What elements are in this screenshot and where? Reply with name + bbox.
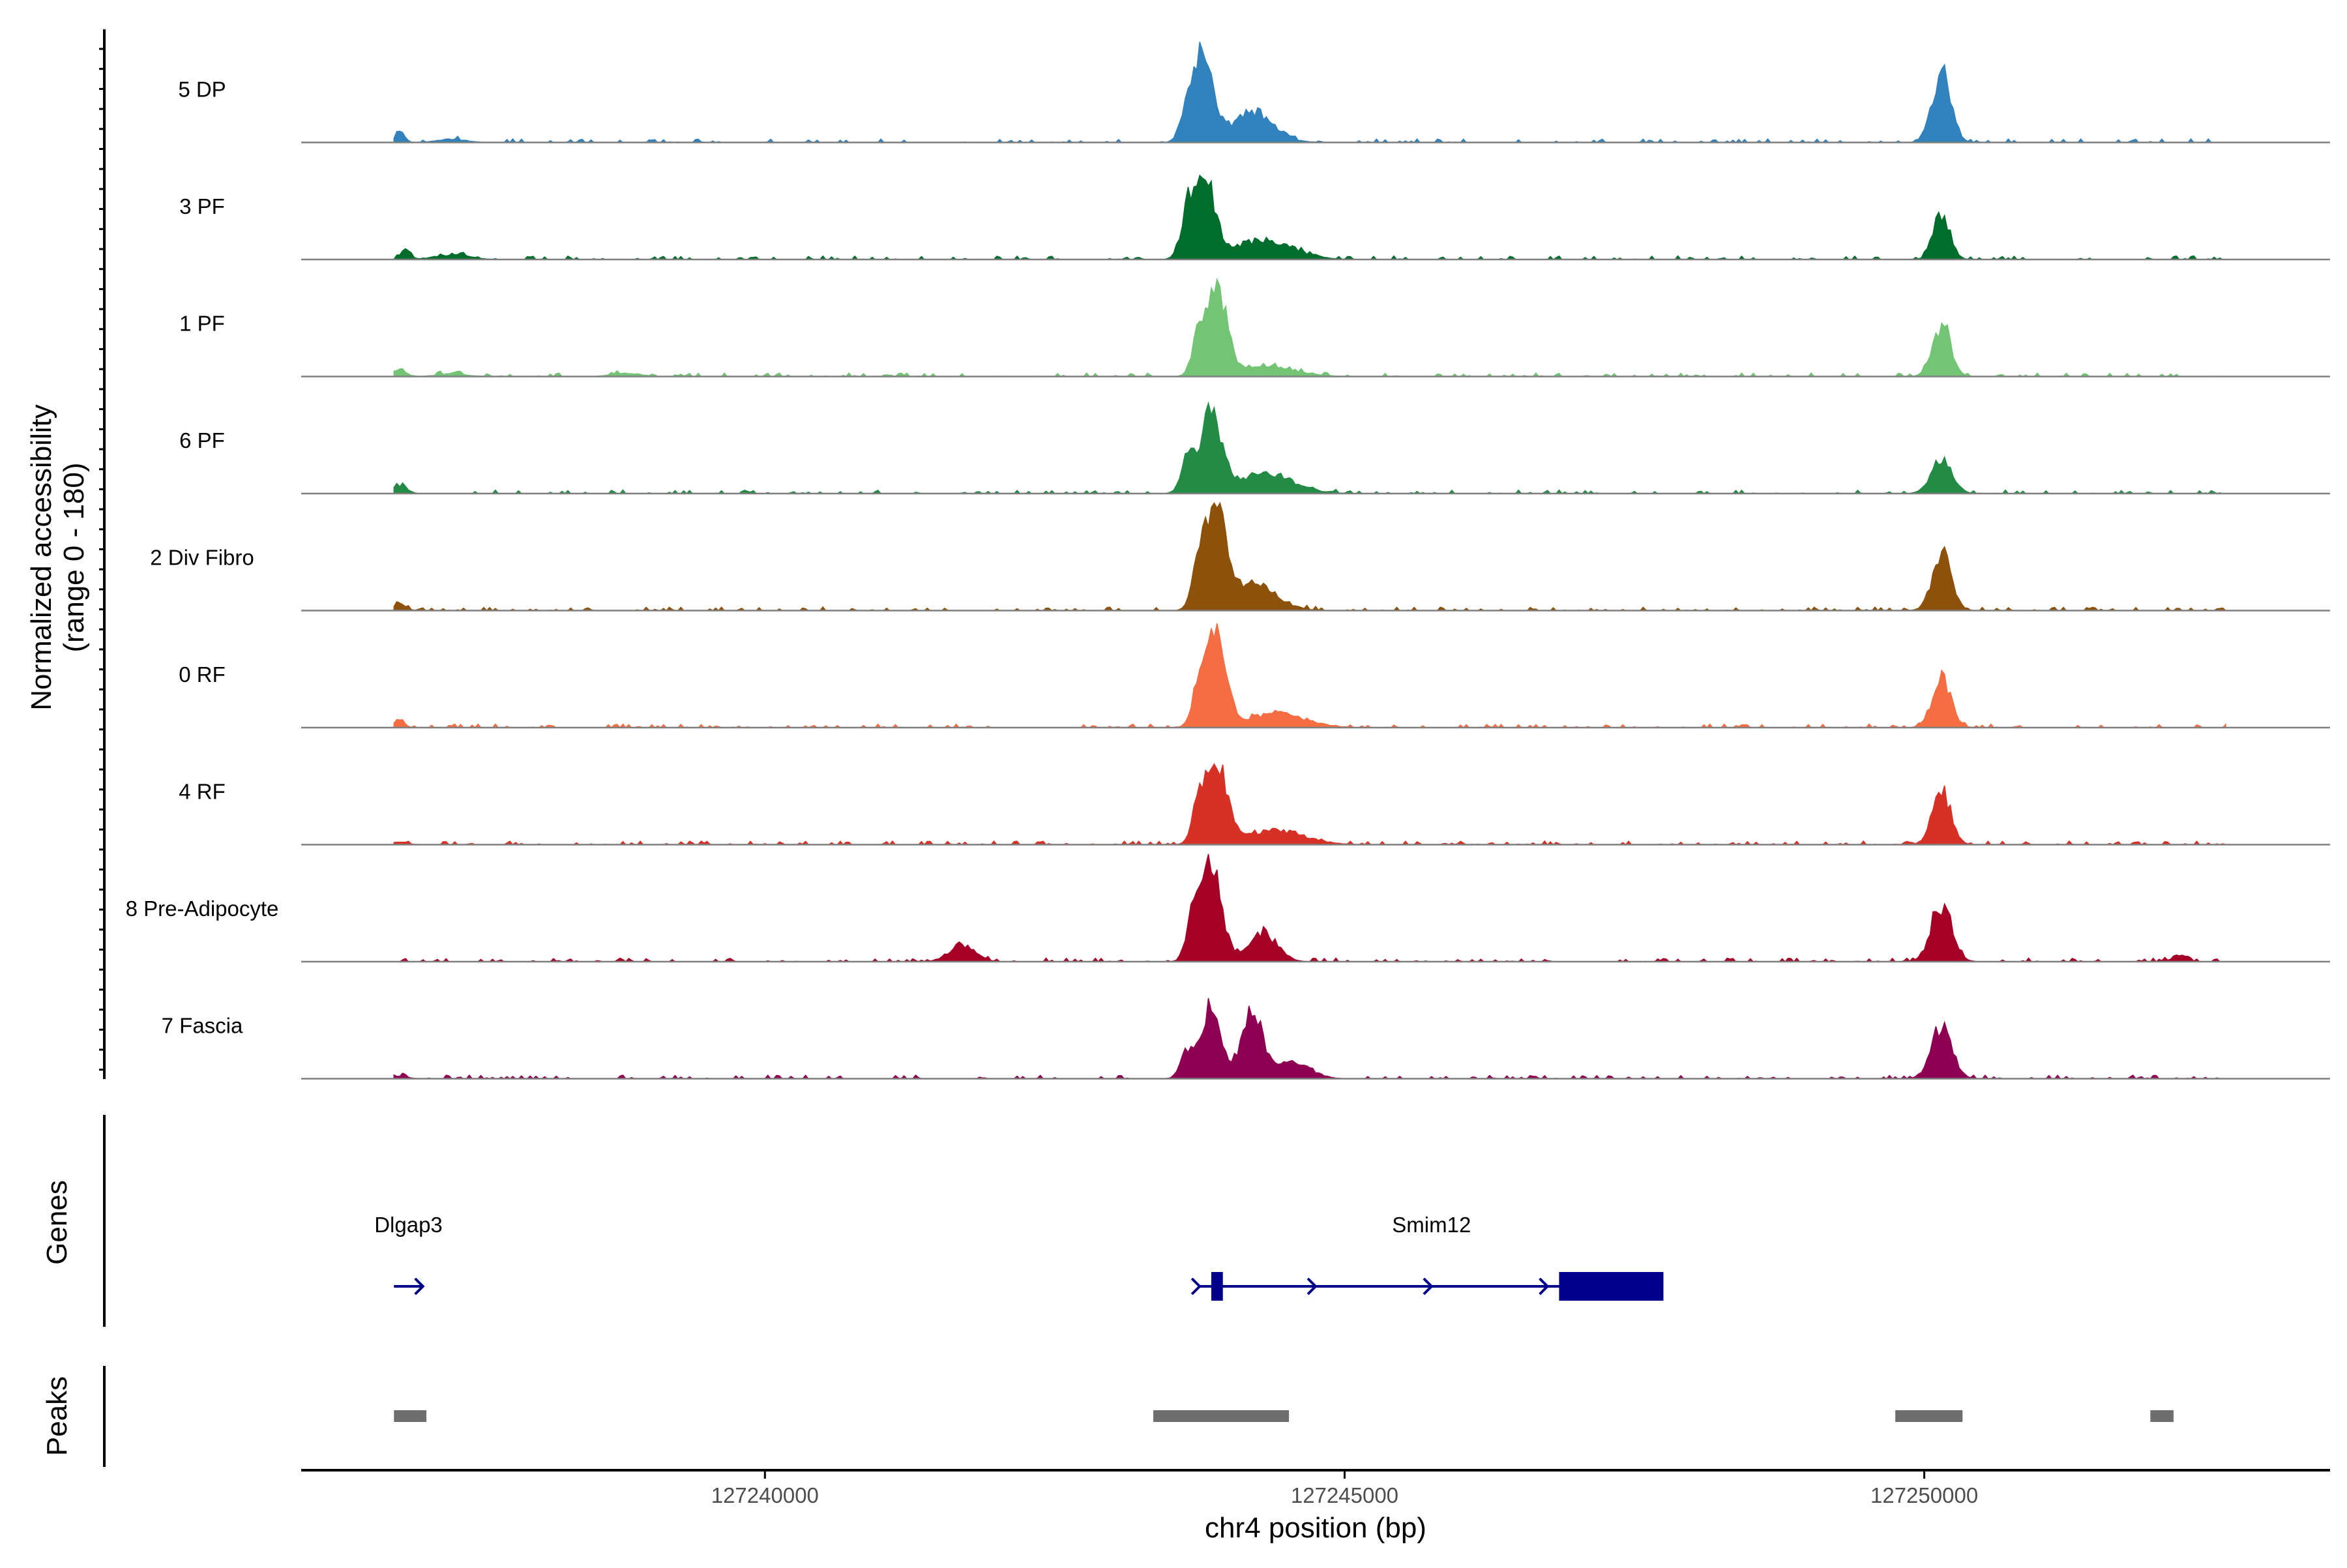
y-axis-range-label: (range 0 - 180) — [58, 462, 90, 652]
coverage-area — [393, 277, 2226, 377]
gene-name: Smim12 — [1392, 1213, 1471, 1237]
track-3: 1 PF — [179, 277, 2330, 377]
track-label: 0 RF — [179, 662, 226, 687]
exon — [1211, 1272, 1223, 1301]
track-label: 7 Fascia — [162, 1014, 243, 1038]
strand-arrow — [414, 1277, 425, 1295]
x-axis-ticks: 127240000 127245000 127250000 — [711, 1470, 1978, 1507]
track-7: 4 RF — [179, 763, 2330, 846]
track-label: 2 Div Fibro — [150, 546, 254, 570]
genes-track: Dlgap3 Smim12 — [374, 1213, 1664, 1301]
coverage-y-ticks — [99, 48, 104, 1071]
gene-dlgap3: Dlgap3 — [374, 1213, 443, 1295]
x-tick-label: 127250000 — [1870, 1483, 1978, 1507]
track-5: 2 Div Fibro — [150, 501, 2330, 612]
gene-name: Dlgap3 — [374, 1213, 443, 1237]
track-label: 6 PF — [179, 428, 225, 452]
track-1: 5 DP — [178, 41, 2330, 143]
track-label: 1 PF — [179, 312, 225, 336]
genes-track-label: Genes — [41, 1180, 73, 1265]
track-9: 7 Fascia — [162, 998, 2330, 1080]
strand-arrow — [1306, 1277, 1318, 1295]
strand-arrow — [1423, 1277, 1434, 1295]
track-4: 6 PF — [179, 401, 2330, 495]
peak-region — [394, 1410, 427, 1422]
peak-region — [1895, 1410, 1963, 1422]
peak-region — [2150, 1410, 2174, 1422]
y-axis-label: Normalized accessibility — [25, 404, 57, 710]
track-8: 8 Pre-Adipocyte — [126, 853, 2330, 963]
track-label: 3 PF — [179, 194, 225, 218]
peaks-track — [394, 1410, 2174, 1422]
strand-arrow — [1539, 1277, 1550, 1295]
track-6: 0 RF — [179, 623, 2330, 729]
x-axis-label: chr4 position (bp) — [1205, 1512, 1426, 1544]
track-label: 8 Pre-Adipocyte — [126, 896, 279, 921]
peaks-track-label: Peaks — [41, 1376, 73, 1456]
strand-arrow — [1190, 1277, 1202, 1295]
track-2: 3 PF — [179, 174, 2330, 261]
gene-smim12: Smim12 — [1190, 1213, 1664, 1301]
track-label: 5 DP — [178, 78, 226, 102]
peak-region — [1153, 1410, 1290, 1422]
track-label: 4 RF — [179, 780, 226, 804]
x-tick-label: 127245000 — [1291, 1483, 1398, 1507]
exon — [1559, 1272, 1664, 1301]
coverage-tracks: 5 DP 3 PF 1 PF 6 PF 2 Div Fibro 0 RF 4 RF 8 Pre… — [126, 41, 2330, 1080]
x-tick-label: 127240000 — [711, 1483, 819, 1507]
